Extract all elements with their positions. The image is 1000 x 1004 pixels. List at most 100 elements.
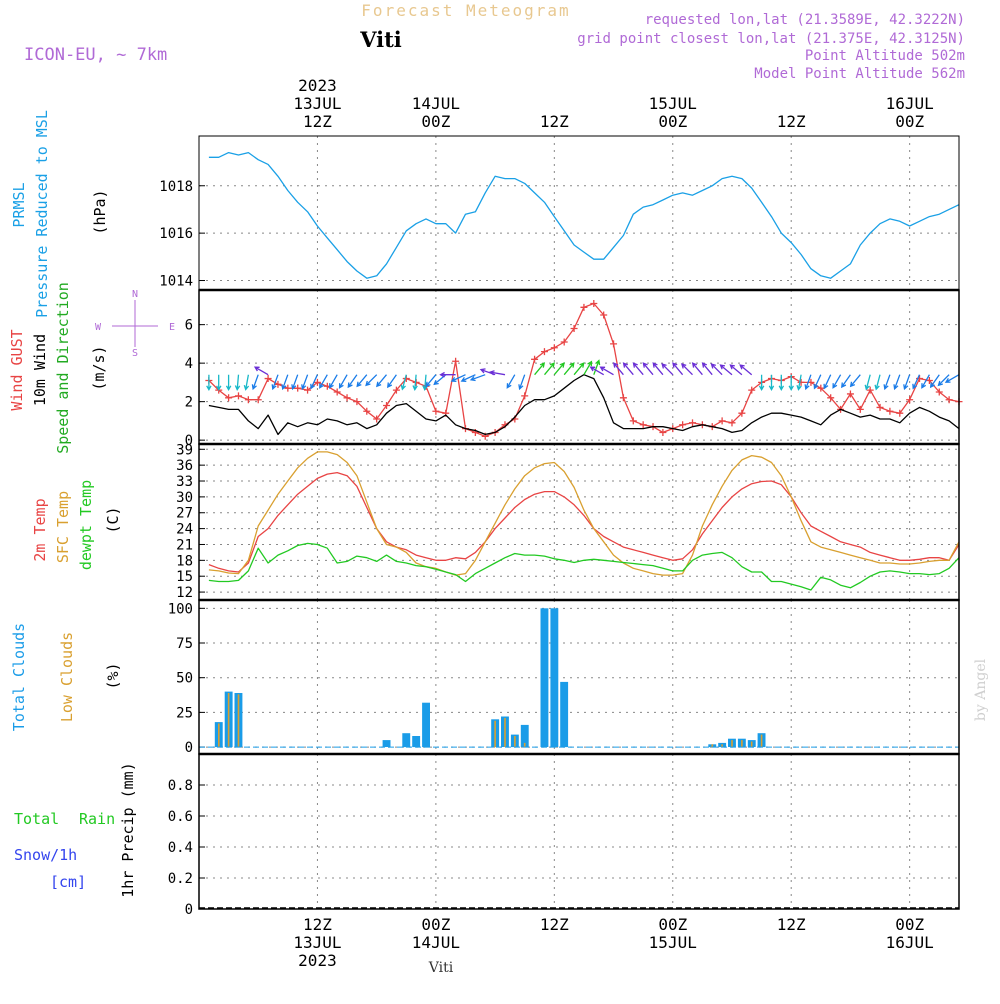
wind-direction-arrow xyxy=(632,362,644,376)
clouds-ytick-label: 50 xyxy=(176,671,193,687)
top-time-label: 12Z xyxy=(777,112,806,131)
total-cloud-bar xyxy=(550,608,559,747)
wind-direction-arrow xyxy=(729,364,743,376)
wind-direction-arrow xyxy=(719,364,733,376)
gust-marker xyxy=(866,386,874,394)
bottom-time-label: 00Z xyxy=(658,915,687,934)
gust-marker xyxy=(313,378,321,386)
temperature-ytick-label: 33 xyxy=(176,474,193,490)
wind-direction-arrow xyxy=(206,374,212,392)
gust-marker xyxy=(452,357,460,365)
temperature-ytick-label: 24 xyxy=(176,522,193,538)
temperature-ytick-label: 18 xyxy=(176,553,193,569)
compass-icon: N S W E xyxy=(95,289,175,359)
total-cloud-bar xyxy=(560,681,569,748)
wind-direction-arrow xyxy=(903,374,911,391)
top-time-label: 16JUL xyxy=(886,94,934,113)
clouds-ytick-label: 75 xyxy=(176,636,193,652)
top-time-label: 2023 xyxy=(298,76,337,95)
wind-direction-arrow xyxy=(823,374,832,390)
total-cloud-bar xyxy=(422,702,430,748)
precipitation-ytick-label: 0.2 xyxy=(168,871,193,887)
clouds-ytick-label: 25 xyxy=(176,705,193,721)
total-cloud-bar xyxy=(520,724,529,748)
sfc-label: SFC Temp xyxy=(54,491,72,563)
top-time-label: 15JUL xyxy=(649,94,697,113)
rain-label: Rain xyxy=(79,810,115,828)
gust-marker xyxy=(294,384,302,392)
gust-marker xyxy=(264,375,272,383)
wind-direction-arrow xyxy=(691,362,703,376)
wind-direction-arrow xyxy=(301,374,309,391)
wind-direction-arrow xyxy=(599,366,614,376)
wind-series-wind-gust xyxy=(208,302,960,437)
gust-marker xyxy=(580,303,588,311)
wind-direction-arrow xyxy=(347,374,358,389)
wind-direction-arrow xyxy=(518,374,526,391)
grid-layer xyxy=(199,136,959,910)
wind-ytick-label: 2 xyxy=(185,395,193,411)
low-cloud-bar xyxy=(741,740,743,747)
low-cloud-bar xyxy=(218,723,220,748)
gust-marker xyxy=(540,348,548,356)
temperature-ytick-label: 30 xyxy=(176,490,193,506)
location-title: Viti xyxy=(359,27,402,52)
gust-marker xyxy=(363,407,371,415)
low-cloud-bar xyxy=(514,736,516,748)
wind-direction-arrow xyxy=(612,362,624,376)
wind-direction-arrow xyxy=(338,374,348,389)
precipitation-frame xyxy=(198,753,960,910)
temperature-series-dewpt-temp xyxy=(208,542,960,591)
top-time-label: 12Z xyxy=(303,112,332,131)
dew-label: dewpt Temp xyxy=(77,480,95,570)
gust-marker xyxy=(748,386,756,394)
temperature-series-2m-temp xyxy=(208,471,960,573)
gust-marker xyxy=(353,398,361,406)
bottom-time-label: 16JUL xyxy=(886,933,934,952)
gust-marker xyxy=(244,396,252,404)
wind-direction-arrow xyxy=(329,374,338,389)
gust-marker xyxy=(304,386,312,394)
gust-marker xyxy=(896,409,904,417)
gust-marker xyxy=(856,405,864,413)
chart-title: Forecast Meteogram xyxy=(361,1,570,20)
wind-direction-arrow xyxy=(387,374,397,389)
model-altitude: Model Point Altitude 562m xyxy=(754,66,965,82)
wind-direction-arrow xyxy=(225,374,232,392)
gust-marker xyxy=(432,407,440,415)
top-time-label: 00Z xyxy=(895,112,924,131)
total-cloud-bar xyxy=(382,740,391,747)
wind-direction-arrow xyxy=(573,362,585,376)
top-time-label: 00Z xyxy=(421,112,450,131)
bottom-time-label: 12Z xyxy=(777,915,806,934)
low-cloud-bar xyxy=(523,742,526,748)
low-cloud-bar xyxy=(227,693,230,748)
wind-direction-arrow xyxy=(469,374,486,382)
gust-marker xyxy=(925,376,933,384)
temperature-ytick-label: 39 xyxy=(176,442,193,458)
wind-direction-arrow xyxy=(661,363,674,376)
wind-direction-arrow xyxy=(251,374,259,391)
temperature-ytick-label: 36 xyxy=(176,458,193,474)
wind-direction-arrow xyxy=(701,362,713,376)
wind-direction-arrow xyxy=(841,374,851,389)
gust-marker xyxy=(728,419,736,427)
bottom-time-label: 12Z xyxy=(540,915,569,934)
wind-direction-arrow xyxy=(929,374,940,389)
pressure-ytick-label: 1018 xyxy=(159,179,193,195)
snow-unit-label: [cm] xyxy=(50,873,86,891)
gust-marker xyxy=(817,384,825,392)
top-time-label: 12Z xyxy=(540,112,569,131)
low-cloud-bar xyxy=(731,740,733,747)
wind10-label: 10m Wind xyxy=(31,334,49,406)
gust-marker xyxy=(343,394,351,402)
wind-direction-arrow xyxy=(937,374,950,387)
gust-marker xyxy=(590,299,598,307)
wind-direction-arrow xyxy=(758,374,765,392)
wind-direction-arrow xyxy=(422,374,428,391)
bottom-time-label: 00Z xyxy=(421,915,450,934)
bottom-time-label: 15JUL xyxy=(649,933,697,952)
wind-direction-arrow xyxy=(460,374,476,382)
wind-direction-arrow xyxy=(589,366,605,376)
